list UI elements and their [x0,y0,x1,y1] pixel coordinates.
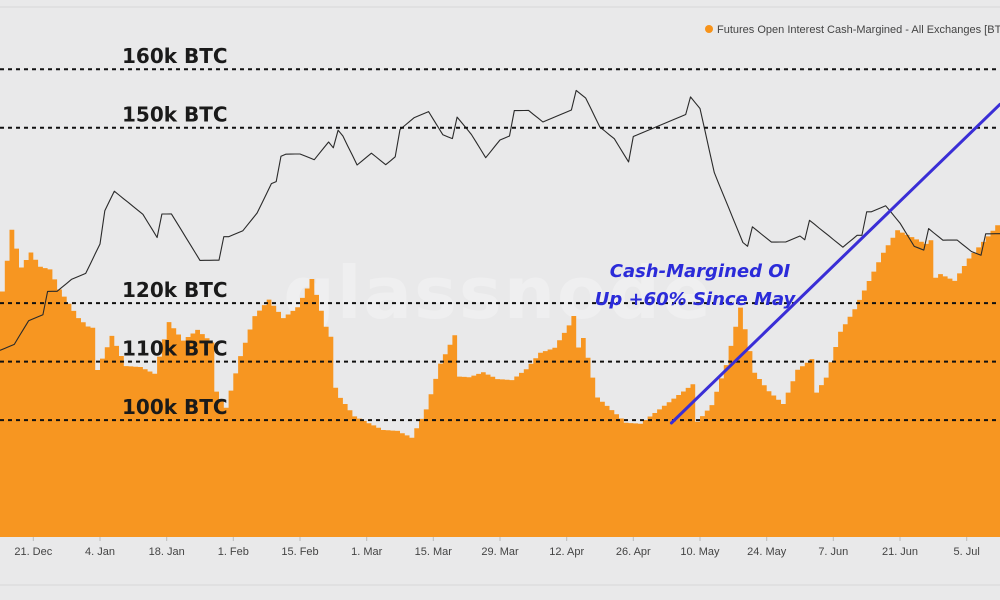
x-tick-label: 26. Apr [616,546,651,558]
x-tick-label: 21. Dec [14,546,52,558]
price-line-layer [0,89,1000,351]
reference-label: 160k BTC [122,44,228,68]
x-tick-label: 15. Mar [415,546,453,558]
x-axis: 21. Dec 4. Jan 18. Jan 1. Feb 15. Feb 1. Mar 1… [14,537,980,558]
x-tick-label: 5. Jul [954,546,980,558]
reference-label: 150k BTC [122,103,228,127]
reference-label: 110k BTC [122,337,228,361]
oi-area-layer [0,223,1000,537]
annotation-line-1: Cash-Margined OI [610,261,791,282]
annotation-line-2: Up +60% Since May [595,289,797,310]
x-tick-label: 1. Mar [351,546,383,558]
legend-swatch [705,25,713,33]
reference-label: 120k BTC [122,278,228,302]
price-line [0,89,1000,351]
x-tick-label: 15. Feb [281,546,318,558]
oi-area-series [0,223,1000,537]
x-tick-label: 21. Jun [882,546,918,558]
reference-label: 100k BTC [122,395,228,419]
x-tick-label: 7. Jun [818,546,848,558]
x-tick-label: 1. Feb [218,546,249,558]
legend-label: Futures Open Interest Cash-Margined - Al… [717,24,1000,36]
trend-line [669,102,1000,425]
x-tick-label: 12. Apr [549,546,584,558]
x-tick-label: 18. Jan [149,546,185,558]
reference-levels: 160k BTC 150k BTC 120k BTC 110k BTC 100k BTC [0,44,1000,422]
x-tick-label: 4. Jan [85,546,115,558]
watermark-text: glassnode [283,251,713,335]
x-axis-band [0,537,1000,600]
x-tick-label: 24. May [747,546,787,558]
trend-line-layer [669,102,1000,425]
x-tick-label: 29. Mar [481,546,519,558]
x-tick-label: 10. May [680,546,720,558]
